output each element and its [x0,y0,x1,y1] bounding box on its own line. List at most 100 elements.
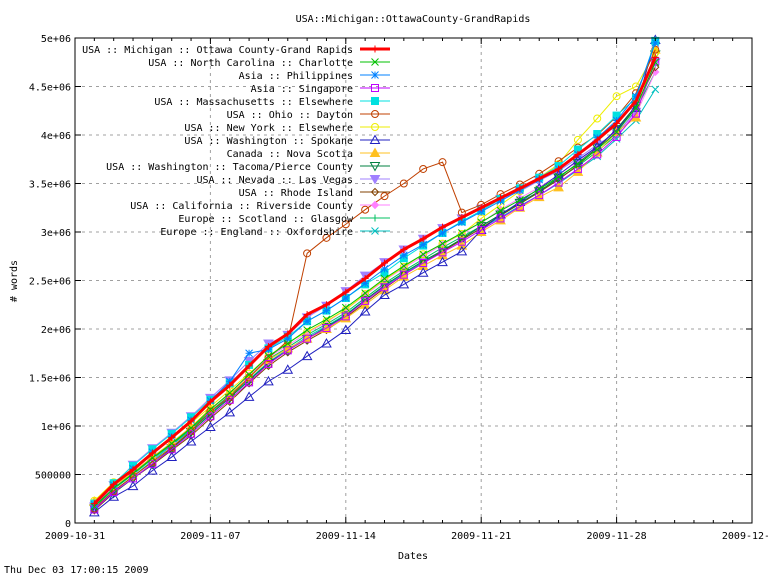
data-point [206,412,215,421]
legend-label: USA :: Washington :: Tacoma/Pierce Count… [106,162,353,173]
data-point [458,218,466,227]
legend-item: USA :: Washington :: Tacoma/Pierce Count… [106,162,390,173]
x-tick-label: 2009-12-05 [722,531,768,542]
data-point [303,317,311,326]
legend-item: Europe :: Scotland :: Glasgow [178,214,390,225]
data-point [322,301,330,309]
legend-item: USA :: Washington :: Spokane [184,134,390,147]
y-tick-label: 1.5e+06 [29,374,71,385]
y-tick-label: 3e+06 [41,228,71,239]
series-2 [90,58,660,511]
data-point [283,334,292,343]
y-tick-label: 4.5e+06 [29,83,71,94]
data-point [438,239,447,248]
data-point [553,181,564,192]
data-point [88,506,100,517]
data-point [370,200,380,210]
data-point [399,262,408,271]
data-point [497,194,505,202]
data-point [371,97,379,105]
data-point [206,398,214,406]
axis-ticks: 0 500000 1e+06 1.5e+06 2e+06 2.5e+06 3e+06 3.5e… [29,34,768,542]
legend-label: Europe :: England :: Oxfordshire [160,227,353,238]
data-point [612,132,621,141]
data-point [515,202,524,211]
legend-item: USA :: Massachusetts :: Elsewhere [154,97,390,108]
legend-item: USA :: Ohio :: Dayton [227,110,390,121]
data-point [303,249,312,258]
data-point [148,449,156,457]
legend-label: USA :: Washington :: Spokane [184,136,353,147]
data-point [438,239,447,248]
data-point [456,245,468,256]
data-point [322,315,331,324]
timestamp: Thu Dec 03 17:00:15 2009 [4,565,149,576]
data-point [380,274,389,283]
data-point [108,491,120,501]
data-point [477,226,486,235]
data-point [303,334,312,343]
legend-item: USA :: California :: Riverside County [130,200,390,212]
data-point [166,451,178,462]
data-point [439,223,447,231]
data-point [359,306,371,316]
data-point [371,45,379,53]
data-point [535,185,544,194]
data-point [369,134,381,144]
data-point [245,349,253,358]
data-point [321,338,332,348]
data-point [225,395,234,404]
data-point [419,250,428,259]
legend-label: Europe :: Scotland :: Glasgow [178,214,354,225]
legend-label: USA :: Michigan :: Ottawa County-Grand R… [82,45,353,56]
data-point [167,445,176,454]
data-point [419,250,428,259]
data-point [631,109,640,118]
y-tick-label: 0 [65,519,71,530]
data-point [168,434,176,442]
data-point [341,303,350,312]
data-point [322,324,331,333]
data-point [632,97,640,105]
data-point [127,480,139,491]
data-point [187,424,195,432]
data-point [371,214,379,222]
x-axis-label: Dates [398,551,428,562]
data-point [632,92,640,101]
data-point [574,160,582,168]
data-point [369,162,381,172]
data-point [341,294,350,302]
legend-item: Canada :: Nova Scotia [227,147,390,160]
legend-label: Asia :: Philippines [239,71,353,82]
data-point [369,175,381,185]
data-point [187,429,196,438]
data-point [224,406,236,417]
data-point [535,175,543,183]
y-tick-label: 5e+06 [41,34,71,45]
data-point [322,233,331,242]
legend-label: USA :: Ohio :: Dayton [227,110,353,121]
data-point [399,179,408,188]
data-point [370,187,380,197]
legend-label: USA :: New York :: Elsewhere [184,123,353,134]
data-point [282,342,294,353]
data-point [303,326,311,334]
y-tick-label: 3.5e+06 [29,180,71,191]
legend-item: USA :: Nevada :: Las Vegas [196,175,390,186]
data-point [243,391,255,401]
data-point [419,164,428,173]
legend-label: USA :: Massachusetts :: Elsewhere [154,97,353,108]
data-point [457,237,466,246]
data-point [225,389,234,397]
data-point [437,256,448,267]
x-tick-label: 2009-11-21 [451,531,511,542]
y-tick-label: 1e+06 [41,422,71,433]
series-line [93,42,656,505]
series-1 [90,53,659,508]
data-point [419,240,428,249]
data-point [379,289,390,300]
data-point [380,192,389,201]
x-tick-label: 2009-11-07 [180,531,240,542]
data-point [651,85,660,94]
data-point [380,259,388,267]
